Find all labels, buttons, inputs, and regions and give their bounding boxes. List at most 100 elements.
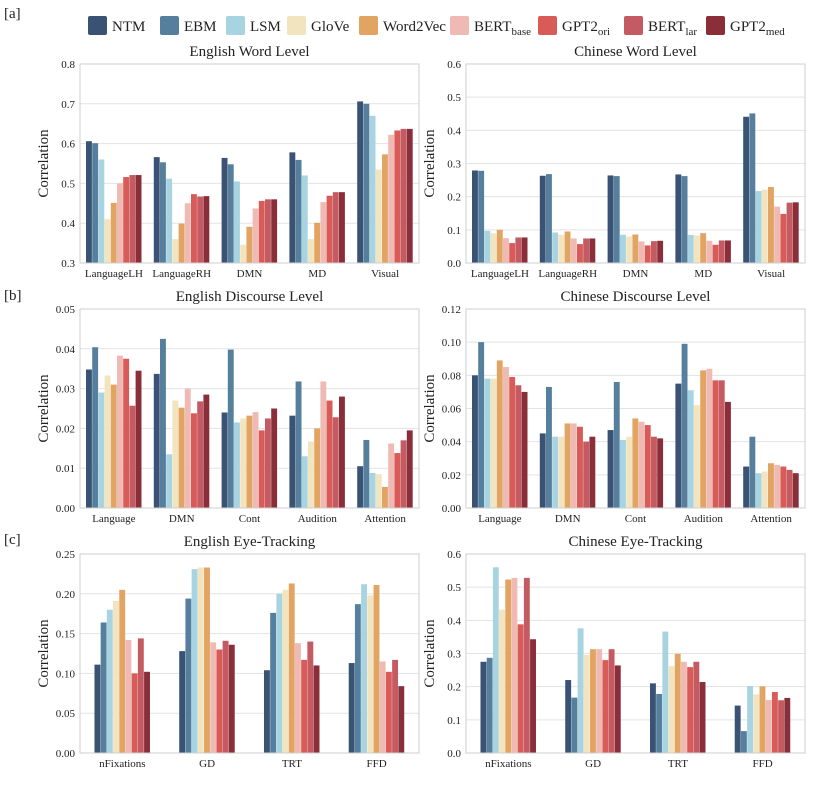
bar-ebm: [681, 343, 688, 508]
bar-bert-base: [638, 241, 645, 263]
bar-glove: [172, 239, 179, 263]
bar-ntm: [94, 664, 101, 753]
bar-bert-base: [320, 202, 327, 263]
bar-bert-lar: [392, 659, 399, 753]
bar-word2vec: [674, 653, 681, 753]
x-tick-label: Audition: [684, 513, 724, 525]
bar-bert-lar: [693, 661, 700, 753]
legend-item: GloVe: [287, 16, 350, 35]
bar-word2vec: [110, 384, 117, 508]
bar-bert-base: [570, 238, 577, 263]
bar-gpt2-med: [792, 202, 799, 263]
bar-ebm: [295, 159, 302, 263]
y-tick-label: 0.04: [442, 437, 462, 449]
bar-gpt2-med: [589, 436, 596, 508]
chart-panel: English Word Level Correlation 0.3 0.4 0.5 0.…: [36, 44, 420, 280]
section-label-c: [c]: [4, 532, 21, 548]
bar-bert-base: [511, 577, 518, 753]
legend-label: Word2Vec: [383, 19, 446, 35]
bar-gpt2-med: [725, 401, 731, 508]
section-label-a: [a]: [4, 6, 21, 22]
bar-lsm: [620, 234, 626, 263]
bar-glove: [490, 378, 497, 508]
x-tick-label: Audition: [298, 513, 338, 525]
bar-ebm: [185, 598, 192, 753]
legend-label: BERTlar: [648, 19, 697, 38]
bar-bert-lar: [332, 417, 339, 508]
y-tick-label: 0.06: [442, 404, 462, 416]
chart-panel: Chinese Discourse Level Correlation 0.00 0.…: [422, 289, 806, 525]
bar-bert-base: [252, 412, 259, 508]
bar-bert-lar: [583, 238, 590, 263]
bar-glove: [240, 244, 247, 263]
bar-gpt2-med: [135, 175, 142, 263]
y-tick-label: 0.4: [61, 218, 75, 230]
bar-word2vec: [564, 423, 571, 508]
bar-bert-base: [379, 661, 386, 753]
bar-lsm: [747, 686, 754, 753]
bar-gpt2-med: [530, 639, 536, 753]
bar-gpt2-ori: [394, 130, 401, 263]
y-tick-label: 0.4: [447, 125, 461, 137]
bar-glove: [367, 595, 374, 753]
bar-glove: [197, 567, 204, 753]
x-tick-label: nFixations: [485, 758, 531, 770]
x-tick-label: DMN: [169, 513, 195, 525]
bar-ebm: [546, 386, 552, 508]
legend-item: EBM: [160, 16, 217, 35]
bar-ntm: [675, 174, 682, 263]
chart-title: Chinese Discourse Level: [561, 289, 711, 305]
bar-glove: [375, 169, 382, 263]
y-tick-label: 0.20: [56, 589, 76, 601]
bar-lsm: [361, 584, 368, 753]
bar-gpt2-ori: [131, 673, 138, 753]
x-tick-label: LanguageRH: [538, 268, 597, 280]
y-tick-label: 0.05: [56, 708, 76, 720]
bar-gpt2-med: [339, 396, 345, 508]
bar-gpt2-ori: [712, 244, 719, 263]
bar-gpt2-ori: [771, 691, 778, 753]
bar-lsm: [484, 230, 491, 263]
y-tick-label: 0.03: [56, 384, 76, 396]
bar-gpt2-ori: [509, 376, 516, 508]
y-tick-label: 0.6: [447, 59, 461, 71]
bar-bert-lar: [197, 401, 204, 508]
bar-ebm: [227, 164, 234, 263]
bar-word2vec: [246, 415, 253, 508]
bar-ebm: [749, 113, 756, 263]
bar-bert-base: [117, 183, 123, 263]
bar-glove: [240, 418, 247, 508]
x-tick-label: TRT: [668, 758, 688, 770]
x-tick-label: LanguageRH: [152, 268, 211, 280]
bar-bert-base: [706, 240, 713, 263]
legend-item: BERTlar: [624, 16, 697, 38]
section-label-b: [b]: [4, 288, 22, 304]
bar-ebm: [160, 162, 166, 263]
bar-ntm: [539, 433, 546, 509]
bar-gpt2-med: [203, 394, 210, 508]
bar-word2vec: [632, 234, 639, 263]
bar-glove: [626, 436, 633, 508]
bar-ntm: [153, 157, 160, 263]
x-tick-label: TRT: [282, 758, 302, 770]
bar-gpt2-ori: [509, 243, 516, 263]
bar-lsm: [166, 454, 173, 508]
bar-ebm: [92, 347, 99, 508]
bar-bert-lar: [400, 128, 407, 263]
bar-gpt2-ori: [191, 194, 197, 263]
bar-ntm: [675, 383, 682, 509]
bar-ebm: [749, 436, 756, 508]
bar-word2vec: [759, 686, 766, 753]
x-tick-label: MD: [694, 268, 712, 280]
bar-word2vec: [178, 223, 185, 263]
bar-glove: [308, 441, 314, 508]
bar-ntm: [472, 375, 478, 508]
y-tick-label: 0.00: [56, 503, 76, 515]
panels: English Word Level Correlation 0.3 0.4 0.5 0.…: [36, 44, 806, 770]
bar-bert-lar: [137, 638, 144, 753]
bar-gpt2-ori: [780, 213, 787, 263]
bar-ntm: [289, 415, 296, 508]
chart-title: English Word Level: [189, 44, 309, 60]
bar-gpt2-ori: [577, 244, 583, 263]
bar-word2vec: [246, 226, 253, 263]
